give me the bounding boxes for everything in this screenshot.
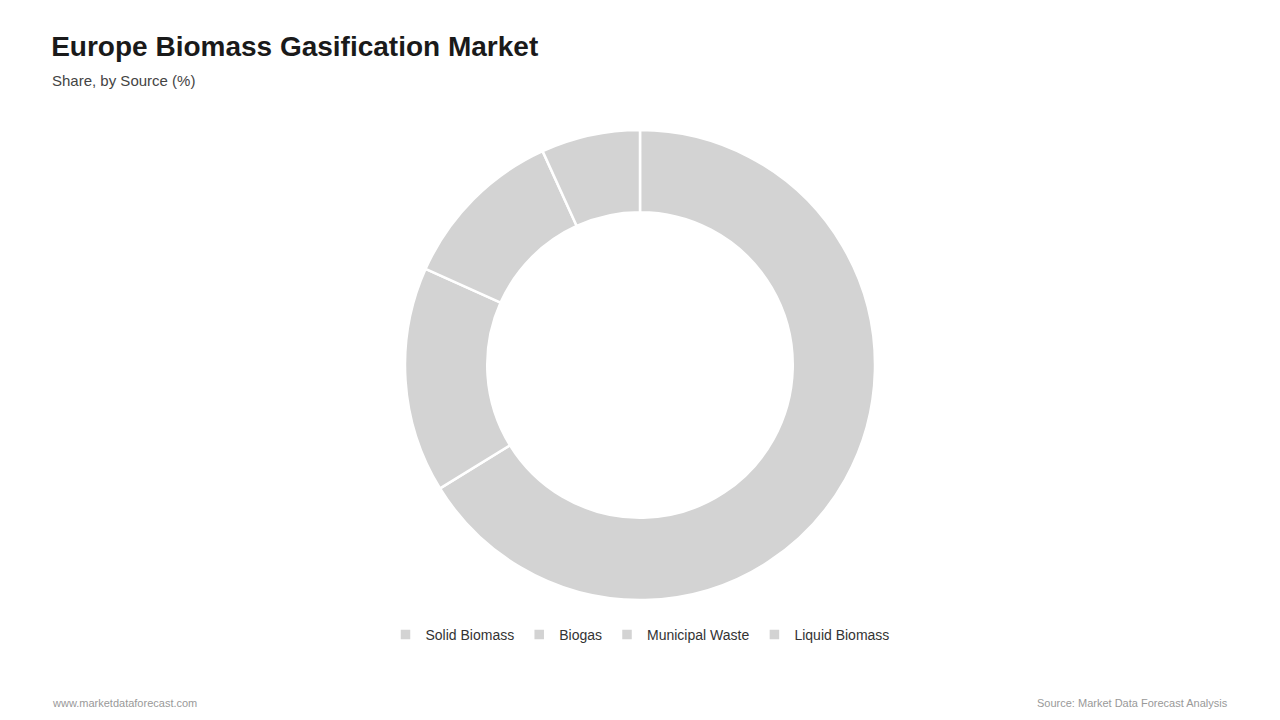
- svg-text:Municipal Waste: Municipal Waste: [647, 627, 749, 643]
- svg-text:Biogas: Biogas: [559, 627, 602, 643]
- svg-text:Solid Biomass: Solid Biomass: [426, 627, 515, 643]
- svg-text:Source: Market Data Forecast A: Source: Market Data Forecast Analysis: [1037, 697, 1228, 709]
- svg-text:www.marketdataforecast.com: www.marketdataforecast.com: [52, 697, 197, 709]
- svg-text:Share, by Source (%): Share, by Source (%): [52, 72, 195, 89]
- svg-text:Liquid Biomass: Liquid Biomass: [794, 627, 889, 643]
- svg-text:Europe Biomass Gasification Ma: Europe Biomass Gasification Market: [51, 31, 538, 62]
